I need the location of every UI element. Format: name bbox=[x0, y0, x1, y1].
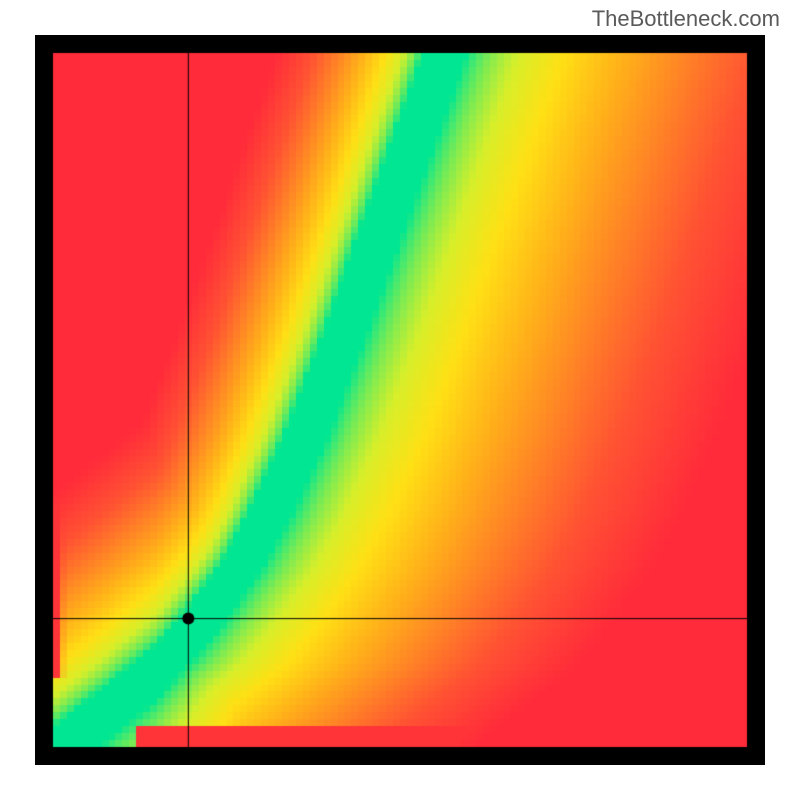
attribution-text: TheBottleneck.com bbox=[592, 6, 780, 32]
plot-frame bbox=[35, 35, 765, 765]
bottleneck-heatmap bbox=[35, 35, 765, 765]
